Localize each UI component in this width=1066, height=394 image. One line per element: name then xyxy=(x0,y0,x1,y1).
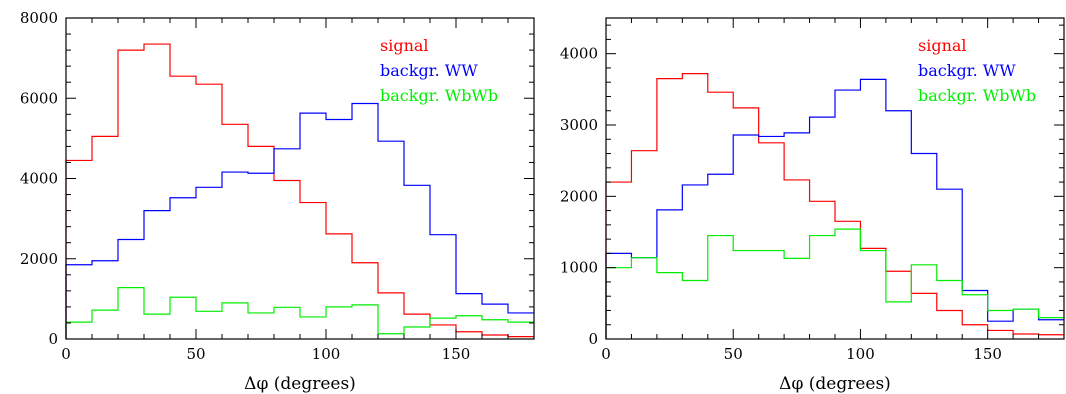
y-tick-label: 3000 xyxy=(560,116,598,134)
y-tick-label: 4000 xyxy=(560,45,598,63)
y-tick-label: 2000 xyxy=(560,187,598,205)
legend-entry: signal xyxy=(918,36,967,55)
y-tick-label: 6000 xyxy=(20,89,58,107)
legend-entry: backgr. WbWb xyxy=(380,86,498,105)
x-tick-label: 150 xyxy=(442,345,471,363)
y-tick-label: 8000 xyxy=(20,9,58,27)
series-line-backgr-wbwb xyxy=(605,228,1064,339)
x-tick-label: 150 xyxy=(973,345,1002,363)
x-tick-label: 0 xyxy=(61,345,71,363)
x-tick-label: 50 xyxy=(186,345,205,363)
y-tick-label: 0 xyxy=(588,330,598,348)
series-line-signal xyxy=(65,43,534,339)
series-line-backgr-ww xyxy=(605,78,1064,339)
x-axis-label: Δφ (degrees) xyxy=(779,374,891,394)
y-tick-label: 0 xyxy=(48,330,58,348)
legend-entry: signal xyxy=(380,36,429,55)
series-line-backgr-wbwb xyxy=(65,287,534,339)
x-axis-label: Δφ (degrees) xyxy=(244,374,356,394)
y-tick-label: 2000 xyxy=(20,250,58,268)
chart-panel-2: 0 50 100 150 0 1000 2000 3000 4000 Δφ (degrees) si… xyxy=(560,17,1065,394)
series-line-backgr-ww xyxy=(65,102,534,339)
y-tick-label: 4000 xyxy=(20,170,58,188)
x-tick-label: 100 xyxy=(312,345,341,363)
x-tick-label: 50 xyxy=(724,345,743,363)
series-line-signal xyxy=(605,73,1064,339)
x-tick-label: 100 xyxy=(846,345,875,363)
legend-entry: backgr. WW xyxy=(380,61,478,80)
y-tick-label: 1000 xyxy=(560,259,598,277)
chart-panel-1: 0 50 100 150 0 2000 4000 6000 8000 Δφ (degrees) si… xyxy=(20,9,535,394)
legend-entry: backgr. WW xyxy=(918,61,1016,80)
x-tick-label: 0 xyxy=(601,345,611,363)
legend-entry: backgr. WbWb xyxy=(918,86,1036,105)
